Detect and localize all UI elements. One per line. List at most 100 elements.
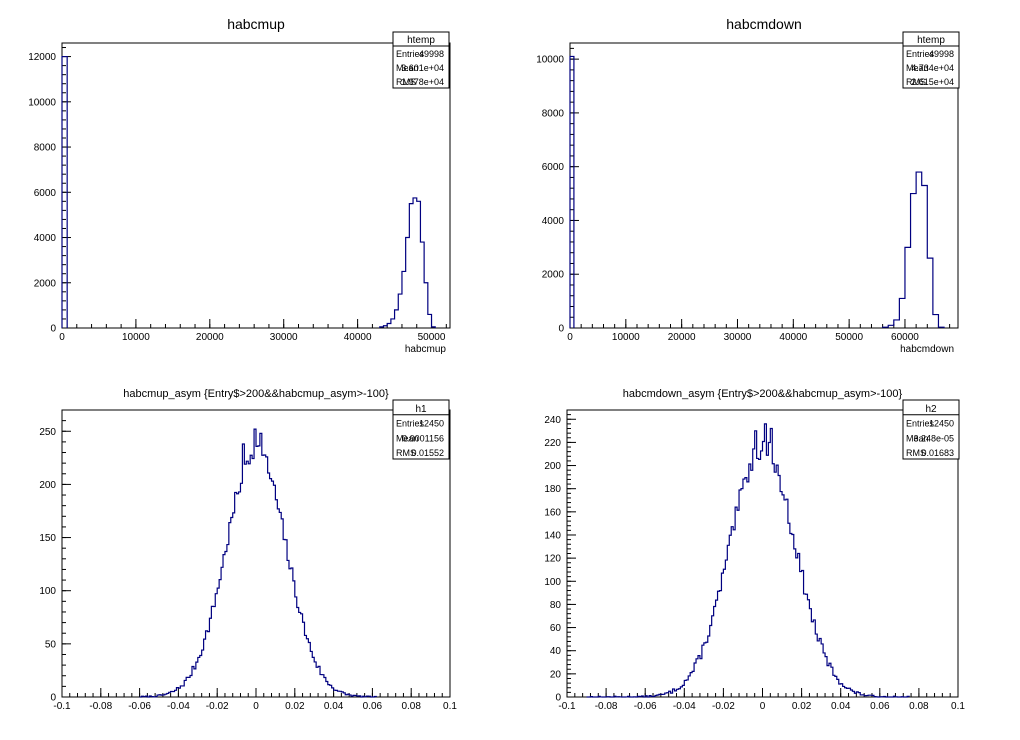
- x-tick-label: -0.02: [712, 701, 735, 712]
- x-tick-label: 0: [567, 332, 573, 343]
- stats-box-title: h2: [925, 404, 937, 415]
- x-tick-label: 0: [253, 701, 259, 712]
- x-tick-label: -0.08: [595, 701, 618, 712]
- x-tick-label: 40000: [779, 332, 807, 343]
- x-tick-label: 30000: [270, 332, 298, 343]
- histogram-line: [569, 55, 945, 328]
- stats-value: 1.978e+04: [401, 77, 444, 87]
- x-tick-label: -0.02: [206, 701, 229, 712]
- plot-frame: [566, 409, 959, 698]
- plot-frame: [61, 409, 451, 698]
- x-tick-label: -0.06: [128, 701, 151, 712]
- y-tick-label: 8000: [34, 143, 57, 154]
- stats-box-frame: [392, 31, 450, 89]
- x-tick-label: -0.04: [673, 701, 696, 712]
- y-tick-label: 150: [39, 533, 56, 544]
- stats-value: 3.248e-05: [913, 433, 954, 443]
- x-tick-label: 60000: [891, 332, 919, 343]
- x-tick-label: 20000: [196, 332, 224, 343]
- y-tick-label: 180: [544, 484, 561, 495]
- histogram-line: [586, 423, 910, 698]
- stats-box-frame: [902, 31, 960, 89]
- stats-key: Entries: [396, 49, 425, 59]
- stats-key: Mean: [906, 63, 929, 73]
- y-tick-label: 200: [39, 480, 56, 491]
- x-tick-label: 0.02: [792, 701, 812, 712]
- y-tick-label: 220: [544, 438, 561, 449]
- x-tick-label: 0.06: [363, 701, 383, 712]
- stats-value: 3.601e+04: [401, 63, 444, 73]
- histogram-panel-4: habcmdown_asym {Entry$>200&&habcmup_asym…: [544, 388, 965, 712]
- stats-key: Mean: [906, 433, 929, 443]
- stats-key: Entries: [906, 49, 935, 59]
- stats-value: 4.734e+04: [911, 63, 954, 73]
- stats-box-frame: [902, 399, 960, 460]
- stats-key: Mean: [396, 433, 419, 443]
- stats-value: 12450: [419, 419, 444, 429]
- y-tick-label: 6000: [542, 162, 565, 173]
- y-tick-label: 10000: [28, 97, 56, 108]
- x-tick-label: 0.1: [443, 701, 457, 712]
- y-tick-label: 0: [555, 693, 561, 704]
- x-tick-label: -0.1: [558, 701, 576, 712]
- x-tick-label: 0.1: [951, 701, 965, 712]
- x-tick-label: 10000: [612, 332, 640, 343]
- x-axis-label: habcmup: [405, 344, 447, 355]
- histogram-line: [139, 428, 377, 698]
- stats-key: Entries: [906, 419, 935, 429]
- y-tick-label: 4000: [34, 233, 57, 244]
- x-tick-label: 10000: [122, 332, 150, 343]
- x-tick-label: 0.08: [401, 701, 421, 712]
- y-tick-label: 100: [39, 586, 56, 597]
- y-tick-label: 8000: [542, 108, 565, 119]
- stats-box-title: htemp: [917, 35, 945, 46]
- y-tick-label: 240: [544, 415, 561, 426]
- x-tick-label: 30000: [724, 332, 752, 343]
- stats-key: RMS: [396, 77, 416, 87]
- stats-value: 49998: [929, 49, 954, 59]
- x-tick-label: 0.04: [324, 701, 344, 712]
- stats-value: 49998: [419, 49, 444, 59]
- y-tick-label: 80: [550, 600, 562, 611]
- histogram-line: [61, 55, 436, 328]
- stats-value: 0.01552: [411, 448, 444, 458]
- plot-frame: [569, 42, 959, 329]
- x-tick-label: -0.1: [53, 701, 71, 712]
- stats-box-title: h1: [415, 404, 427, 415]
- y-tick-label: 20: [550, 669, 562, 680]
- chart-title: habcmup_asym {Entry$>200&&habcmup_asym>-…: [123, 388, 389, 400]
- stats-box-title: htemp: [407, 35, 435, 46]
- y-tick-label: 6000: [34, 188, 57, 199]
- x-tick-label: 40000: [344, 332, 372, 343]
- x-tick-label: -0.06: [634, 701, 657, 712]
- histogram-panel-3: habcmup_asym {Entry$>200&&habcmup_asym>-…: [39, 388, 457, 712]
- histogram-panel-2: habcmdown 0 2000 4000 6000 8000 10000 0 10000 200…: [536, 16, 960, 355]
- stats-key: RMS: [396, 448, 416, 458]
- stats-value: 2.615e+04: [911, 77, 954, 87]
- chart-title: habcmdown: [726, 16, 802, 32]
- y-tick-label: 10000: [536, 55, 564, 66]
- y-tick-label: 12000: [28, 52, 56, 63]
- x-tick-label: 0.02: [285, 701, 305, 712]
- y-tick-label: 200: [544, 461, 561, 472]
- x-tick-label: 0.08: [909, 701, 929, 712]
- x-axis-label: habcmdown: [900, 344, 954, 355]
- y-tick-label: 40: [550, 646, 562, 657]
- chart-title: habcmup: [227, 16, 285, 32]
- y-tick-label: 0: [50, 693, 56, 704]
- y-tick-label: 2000: [34, 278, 57, 289]
- x-tick-label: 0.06: [870, 701, 890, 712]
- histogram-panel-1: habcmup 0 2000 4000 6000 8000 10000 12000 0 10000…: [28, 16, 451, 355]
- y-tick-label: 120: [544, 554, 561, 565]
- y-tick-label: 60: [550, 623, 562, 634]
- x-tick-label: 50000: [835, 332, 863, 343]
- x-tick-label: 0: [59, 332, 65, 343]
- x-tick-label: -0.04: [167, 701, 190, 712]
- y-tick-label: 4000: [542, 216, 565, 227]
- y-tick-label: 100: [544, 577, 561, 588]
- y-tick-label: 2000: [542, 270, 565, 281]
